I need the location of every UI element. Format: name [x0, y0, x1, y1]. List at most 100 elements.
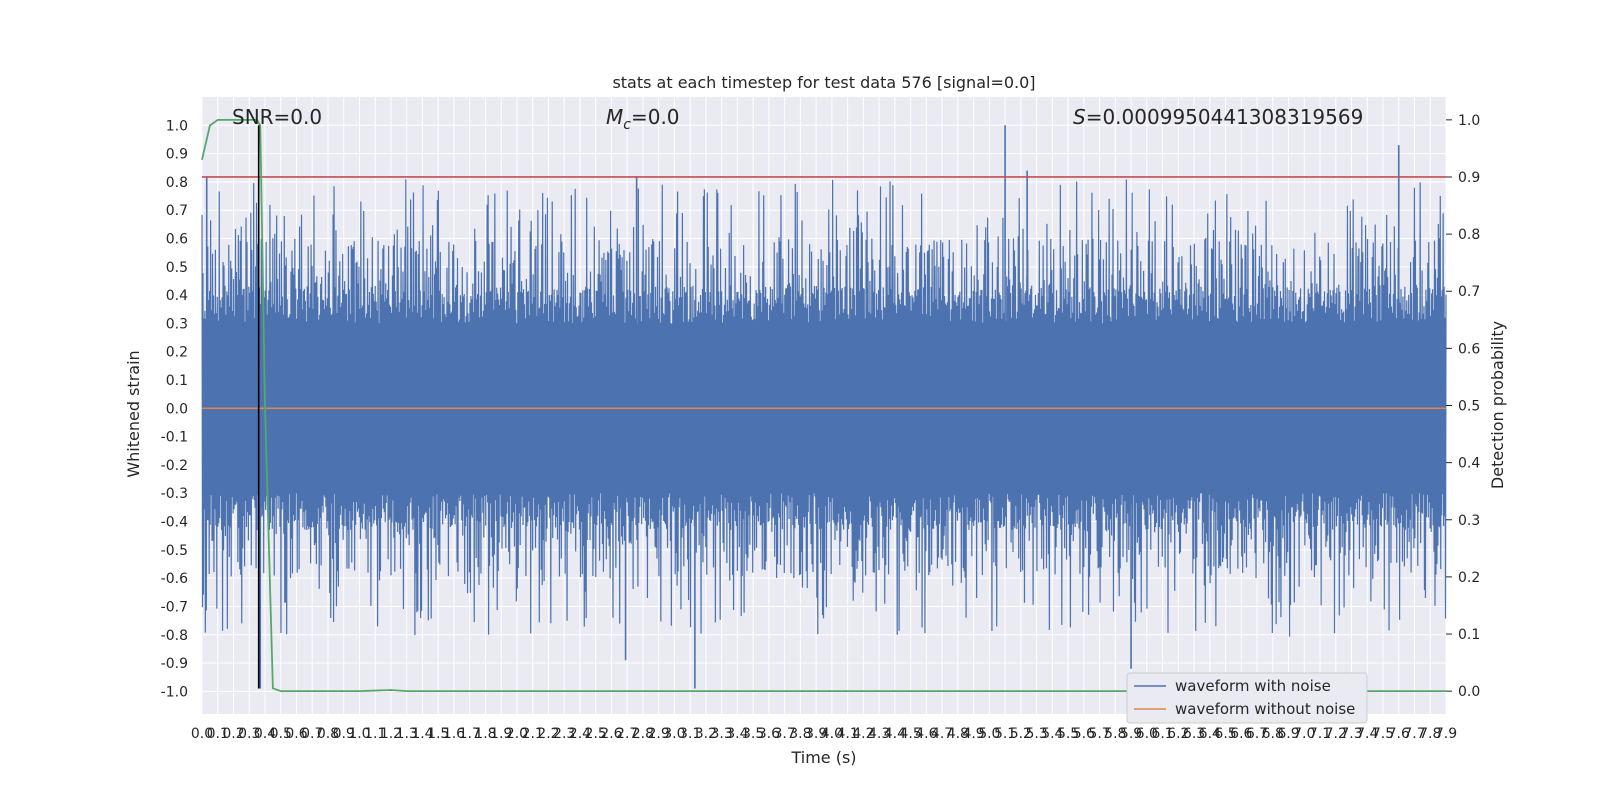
y2-tick-label: 0.8	[1458, 227, 1480, 243]
x-tick-label: 4.3	[868, 726, 890, 742]
x-tick-label: 0.8	[317, 726, 339, 742]
x-tick-label: 6.3	[1183, 726, 1205, 742]
x-tick-label: 6.5	[1214, 726, 1236, 742]
y2-tick-label: 0.7	[1458, 284, 1480, 300]
x-tick-label: 0.5	[270, 726, 292, 742]
y-tick-label: 0.3	[166, 316, 188, 332]
x-tick-label: 2.2	[537, 726, 559, 742]
x-tick-label: 5.1	[994, 726, 1016, 742]
y-axis-label: Whitened strain	[124, 350, 143, 477]
y-tick-label: -0.8	[161, 628, 188, 644]
y-tick-label: 1.0	[166, 118, 188, 134]
chart-title: stats at each timestep for test data 576…	[612, 73, 1035, 92]
x-tick-label: 6.8	[1262, 726, 1284, 742]
x-tick-label: 5.4	[1041, 726, 1063, 742]
x-tick-label: 3.9	[805, 726, 827, 742]
x-tick-label: 0.1	[207, 726, 229, 742]
x-tick-label: 3.5	[742, 726, 764, 742]
y2-tick-label: 0.1	[1458, 627, 1480, 643]
y-tick-label: 0.4	[166, 288, 188, 304]
x-tick-label: 7.0	[1293, 726, 1315, 742]
x-tick-label: 7.1	[1309, 726, 1331, 742]
x-tick-label: 5.0	[978, 726, 1000, 742]
x-tick-label: 1.6	[443, 726, 465, 742]
y-tick-label: -0.2	[161, 458, 188, 474]
series-lines	[201, 118, 1446, 693]
x-tick-label: 2.8	[632, 726, 654, 742]
x-tick-label: 5.2	[1010, 726, 1032, 742]
y-tick-label: 0.2	[166, 345, 188, 361]
x-tick-label: 1.1	[364, 726, 386, 742]
x-tick-label: 6.4	[1199, 726, 1221, 742]
x-tick-label: 2.7	[616, 726, 638, 742]
x-tick-label: 2.6	[600, 726, 622, 742]
y-tick-label: -0.5	[161, 543, 188, 559]
x-tick-label: 3.0	[663, 726, 685, 742]
x-tick-label: 7.2	[1325, 726, 1347, 742]
x-tick-label: 4.5	[899, 726, 921, 742]
x-tick-label: 7.5	[1372, 726, 1394, 742]
x-tick-label: 3.1	[679, 726, 701, 742]
x-tick-label: 5.8	[1104, 726, 1126, 742]
x-tick-label: 7.6	[1388, 726, 1410, 742]
y-tick-label: 0.7	[166, 203, 188, 219]
x-axis: 0.00.10.20.30.40.50.60.70.80.91.01.11.21…	[191, 726, 1457, 742]
y-tick-label: 0.0	[166, 401, 188, 417]
x-tick-label: 3.4	[726, 726, 748, 742]
y-tick-label: -0.1	[161, 430, 188, 446]
x-tick-label: 1.3	[396, 726, 418, 742]
snr-annotation: SNR=0.0	[232, 105, 322, 129]
y2-axis-label: Detection probability	[1488, 321, 1507, 489]
x-tick-label: 5.5	[1057, 726, 1079, 742]
x-tick-label: 3.7	[774, 726, 796, 742]
x-tick-label: 6.1	[1151, 726, 1173, 742]
x-tick-label: 4.1	[836, 726, 858, 742]
x-tick-label: 2.9	[648, 726, 670, 742]
x-tick-label: 3.3	[711, 726, 733, 742]
y2-tick-label: 0.2	[1458, 570, 1480, 586]
x-tick-label: 5.6	[1073, 726, 1095, 742]
x-tick-label: 4.4	[884, 726, 906, 742]
y2-tick-label: 0.9	[1458, 170, 1480, 186]
detection-probability-line	[201, 118, 1446, 693]
x-tick-label: 5.7	[1088, 726, 1110, 742]
x-tick-label: 2.0	[506, 726, 528, 742]
x-tick-label: 1.7	[459, 726, 481, 742]
chirp-mass-subscript: c	[623, 117, 631, 133]
y-tick-label: 0.6	[166, 232, 188, 248]
x-tick-label: 7.8	[1419, 726, 1441, 742]
x-tick-label: 7.9	[1435, 726, 1457, 742]
y-tick-label: -0.9	[161, 656, 188, 672]
y2-tick-label: 0.4	[1458, 456, 1480, 472]
x-tick-label: 5.9	[1120, 726, 1142, 742]
x-tick-label: 6.6	[1230, 726, 1252, 742]
x-tick-label: 7.3	[1340, 726, 1362, 742]
x-tick-label: 7.4	[1356, 726, 1378, 742]
x-tick-label: 1.5	[427, 726, 449, 742]
x-tick-label: 0.0	[191, 726, 213, 742]
x-tick-label: 2.1	[522, 726, 544, 742]
y-tick-label: -1.0	[161, 684, 188, 700]
x-tick-label: 6.0	[1136, 726, 1158, 742]
x-tick-label: 2.5	[585, 726, 607, 742]
x-tick-label: 0.2	[222, 726, 244, 742]
legend-label-without-noise: waveform without noise	[1175, 700, 1355, 718]
score-symbol: S	[1073, 105, 1086, 129]
x-tick-label: 4.9	[962, 726, 984, 742]
x-tick-label: 6.9	[1277, 726, 1299, 742]
chirp-mass-value: =0.0	[631, 105, 680, 129]
x-tick-label: 0.3	[238, 726, 260, 742]
x-tick-label: 3.2	[695, 726, 717, 742]
x-tick-label: 5.3	[1025, 726, 1047, 742]
y-tick-label: 0.5	[166, 260, 188, 276]
y2-tick-label: 0.3	[1458, 513, 1480, 529]
legend-label-with-noise: waveform with noise	[1175, 677, 1331, 695]
y-tick-label: -0.6	[161, 571, 188, 587]
y-tick-label: -0.7	[161, 599, 188, 615]
x-tick-label: 0.6	[285, 726, 307, 742]
y2-tick-label: 0.5	[1458, 399, 1480, 415]
x-tick-label: 7.7	[1403, 726, 1425, 742]
x-tick-label: 0.7	[301, 726, 323, 742]
y-axis-right: 1.0 0.9 0.8 0.7 0.6 0.5 0.4 0.3 0.2 0.1 0.0	[1446, 113, 1480, 700]
